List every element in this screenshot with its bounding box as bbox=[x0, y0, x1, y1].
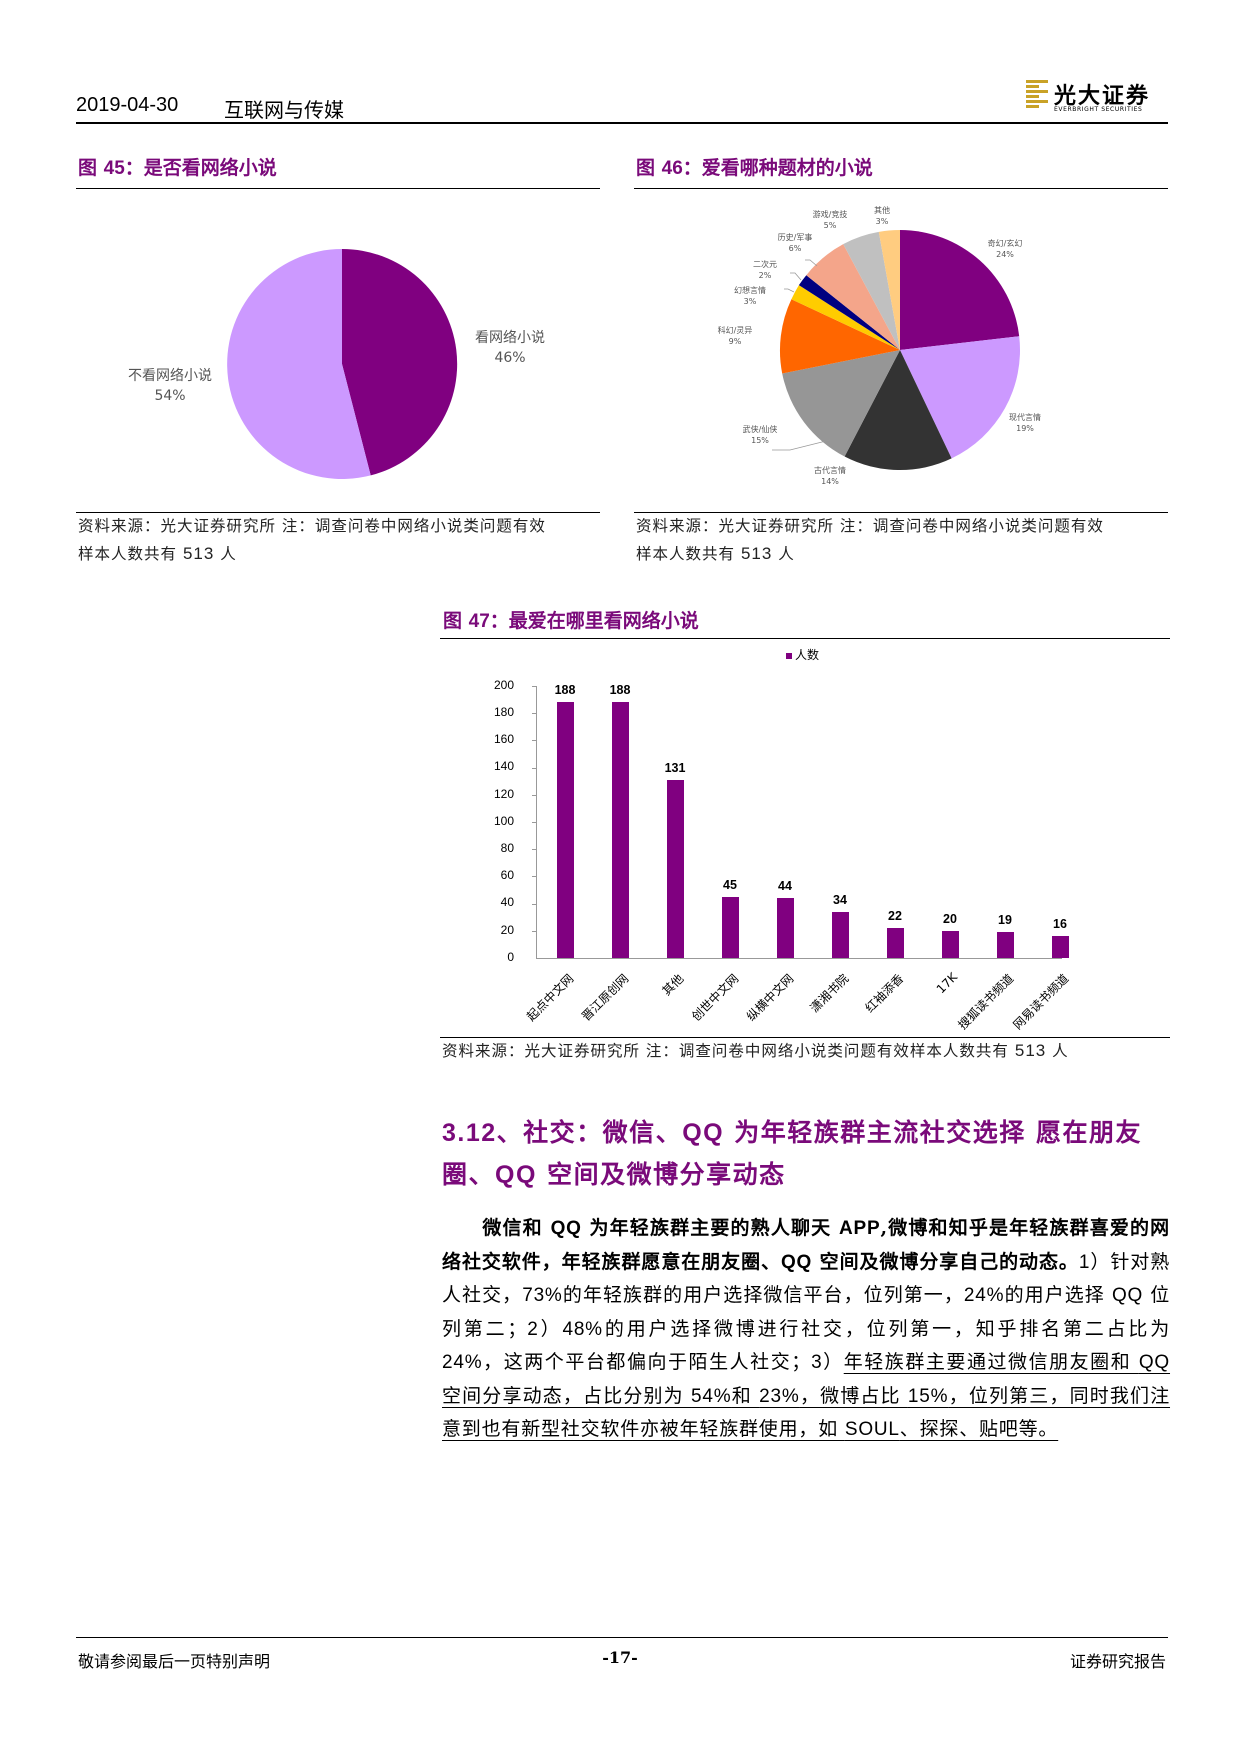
y-tick: 200 bbox=[493, 678, 514, 692]
figure-45-source-note: 资料来源：光大证券研究所 注：调查问卷中网络小说类问题有效 样本人数共有 513… bbox=[78, 517, 546, 563]
logo-text-cn: 光大证券 bbox=[1054, 83, 1151, 109]
page-number: -17- bbox=[602, 1648, 638, 1667]
pie46-label-wuxia: 武侠/仙侠 15% bbox=[742, 425, 778, 445]
x-tick-label: 纵横中文网 bbox=[743, 971, 797, 1024]
figure-46-title: 图 46：爱看哪种题材的小说 bbox=[636, 157, 873, 179]
x-tick-label: 17K bbox=[933, 970, 960, 997]
figure-45-note-rule bbox=[76, 512, 600, 513]
y-tick: 20 bbox=[500, 923, 514, 937]
bar-value-label: 20 bbox=[943, 912, 957, 926]
pie46-label-gaming: 游戏/竞技 5% bbox=[812, 210, 848, 230]
bar-value-label: 44 bbox=[778, 879, 792, 893]
pie-slice-watch bbox=[342, 248, 458, 476]
x-tick-label: 创世中文网 bbox=[688, 971, 742, 1024]
bar-chart-47: 人数 200 180 160 140 120 100 80 60 40 20 0… bbox=[440, 640, 1170, 1040]
figure-46-rule bbox=[634, 188, 1168, 189]
x-tick-label: 红袖添香 bbox=[862, 971, 907, 1016]
everbright-logo: 光大证券 EVERBRIGHT SECURITIES bbox=[1026, 78, 1166, 118]
y-tick: 40 bbox=[500, 895, 514, 909]
x-axis bbox=[536, 958, 1062, 959]
pie46-label-fantasy: 奇幻/玄幻 24% bbox=[987, 239, 1023, 259]
bar-jjwxc bbox=[612, 702, 629, 958]
report-date: 2019-04-30 bbox=[76, 94, 179, 116]
figure-45-rule bbox=[76, 188, 600, 189]
figure-46-note-rule bbox=[634, 512, 1168, 513]
bar-other bbox=[667, 780, 684, 958]
bar-netease bbox=[1052, 936, 1069, 958]
x-tick-label: 搜狐读书频道 bbox=[955, 971, 1017, 1033]
bar-value-label: 19 bbox=[998, 913, 1012, 927]
pie-chart-45 bbox=[227, 248, 458, 479]
pie46-label-ancient-romance: 古代言情 14% bbox=[814, 466, 846, 486]
y-tick: 180 bbox=[493, 705, 514, 719]
y-tick: 140 bbox=[493, 759, 514, 773]
figure-47-note-rule bbox=[440, 1037, 1170, 1038]
everbright-logo-icon bbox=[1026, 80, 1048, 110]
y-tick: 60 bbox=[500, 868, 514, 882]
bar-hongxiu bbox=[887, 928, 904, 958]
pie46-label-acg: 二次元 2% bbox=[753, 260, 777, 280]
x-tick-label: 起点中文网 bbox=[523, 971, 577, 1024]
figure-45-title: 图 45：是否看网络小说 bbox=[78, 157, 277, 179]
bar-chuangshi bbox=[722, 897, 739, 958]
bar-value-label: 22 bbox=[888, 909, 902, 923]
pie46-label-other: 其他 3% bbox=[874, 206, 890, 226]
bar-value-label: 34 bbox=[833, 893, 847, 907]
x-tick-label: 其他 bbox=[659, 971, 687, 999]
chart-legend: 人数 bbox=[786, 646, 819, 663]
bar-zongheng bbox=[777, 898, 794, 958]
page-header: 2019-04-30 互联网与传媒 光大证券 EVERBRIGHT SECURI… bbox=[76, 80, 1168, 124]
footer-rule bbox=[76, 1637, 1168, 1638]
y-tick: 0 bbox=[507, 950, 514, 964]
body-paragraph: 微信和 QQ 为年轻族群主要的熟人聊天 APP,微博和知乎是年轻族群喜爱的网络社… bbox=[442, 1217, 1171, 1440]
footer-report-type: 证券研究报告 bbox=[1069, 1652, 1166, 1671]
bar-sohu bbox=[997, 932, 1014, 958]
y-tick: 120 bbox=[493, 787, 514, 801]
pie46-label-history: 历史/军事 6% bbox=[777, 233, 813, 253]
bar-17k bbox=[942, 931, 959, 958]
pie-slice-not-watch bbox=[227, 249, 371, 479]
bar-value-label: 45 bbox=[723, 878, 737, 892]
bar-xxsy bbox=[832, 912, 849, 958]
x-tick-label: 网易读书频道 bbox=[1010, 971, 1072, 1033]
bar-value-label: 131 bbox=[664, 761, 686, 775]
figure-46-source-note: 资料来源：光大证券研究所 注：调查问卷中网络小说类问题有效 样本人数共有 513… bbox=[636, 517, 1104, 563]
report-sector: 互联网与传媒 bbox=[224, 98, 344, 122]
figure-47-rule bbox=[440, 638, 1170, 639]
logo-text-en: EVERBRIGHT SECURITIES bbox=[1054, 106, 1143, 113]
bar-value-label: 16 bbox=[1053, 917, 1067, 931]
x-tick-label: 晋江原创网 bbox=[578, 971, 632, 1024]
section-heading: 3.12、社交：微信、QQ 为年轻族群主流社交选择 愿在朋友圈、QQ 空间及微博… bbox=[442, 1118, 1143, 1189]
bar-value-label: 188 bbox=[609, 683, 631, 697]
bar-value-label: 188 bbox=[554, 683, 576, 697]
legend-swatch-icon bbox=[786, 652, 792, 659]
figure-47-source-note: 资料来源：光大证券研究所 注：调查问卷中网络小说类问题有效样本人数共有 513 … bbox=[442, 1041, 1069, 1060]
figure-47-title: 图 47：最爱在哪里看网络小说 bbox=[443, 610, 699, 632]
y-tick: 100 bbox=[493, 814, 514, 828]
y-tick: 160 bbox=[493, 732, 514, 746]
pie46-label-scifi: 科幻/灵异 9% bbox=[717, 326, 753, 346]
pie45-label-watch: 看网络小说 46% bbox=[475, 330, 545, 366]
x-tick-label: 潇湘书院 bbox=[807, 971, 852, 1016]
pie46-label-modern-romance: 现代言情 19% bbox=[1009, 413, 1041, 433]
bar-qidian bbox=[557, 702, 574, 958]
footer-disclaimer: 敬请参阅最后一页特别声明 bbox=[78, 1652, 271, 1671]
pie46-label-fantasy-romance: 幻想言情 3% bbox=[734, 286, 766, 306]
y-tick: 80 bbox=[500, 841, 514, 855]
pie45-label-not-watch: 不看网络小说 54% bbox=[128, 368, 212, 404]
pie-chart-46 bbox=[772, 230, 1021, 471]
y-axis bbox=[536, 686, 537, 958]
